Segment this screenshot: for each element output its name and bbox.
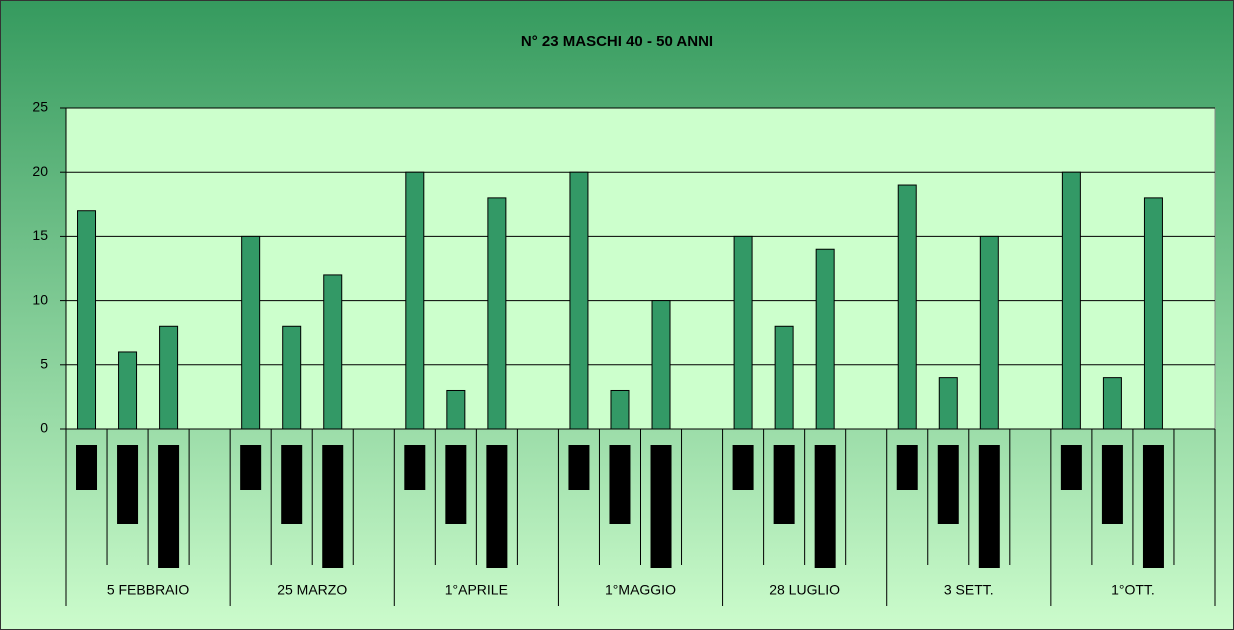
sub-category-label	[814, 445, 836, 568]
sub-category-label	[1101, 445, 1123, 524]
x-tick-label: 5 FEBBRAIO	[107, 582, 190, 598]
bar	[241, 235, 261, 430]
y-tick-label: 15	[32, 227, 48, 243]
sub-category-label	[1060, 445, 1082, 490]
sub-category-label	[117, 445, 139, 524]
y-tick-label: 5	[40, 356, 48, 372]
x-tick-label: 1°MAGGIO	[605, 582, 676, 598]
bar	[323, 274, 343, 430]
sub-category-label	[609, 445, 631, 524]
sub-category-label	[1142, 445, 1164, 568]
sub-category-label	[158, 445, 180, 568]
bar	[77, 210, 97, 430]
y-tick-label: 10	[32, 291, 48, 307]
bar	[1143, 197, 1163, 430]
sub-category-label	[322, 445, 344, 568]
bar	[446, 389, 466, 430]
sub-category-label	[978, 445, 1000, 568]
bar	[651, 300, 671, 430]
sub-category-label	[445, 445, 467, 524]
y-tick-label: 25	[32, 99, 48, 115]
x-tick-label: 25 MARZO	[277, 582, 347, 598]
sub-category-label	[773, 445, 795, 524]
bar	[1102, 377, 1122, 430]
bar	[159, 325, 179, 430]
bar	[487, 197, 507, 430]
bar	[569, 171, 589, 430]
sub-category-label	[486, 445, 508, 568]
x-tick-label: 1°OTT.	[1111, 582, 1155, 598]
sub-category-label	[76, 445, 98, 490]
bar	[610, 389, 630, 430]
bar	[815, 248, 835, 430]
bar	[897, 184, 917, 430]
x-tick-label: 28 LUGLIO	[769, 582, 840, 598]
bar	[1061, 171, 1081, 430]
x-tick-label: 3 SETT.	[944, 582, 994, 598]
chart-title: N° 23 MASCHI 40 - 50 ANNI	[521, 33, 713, 50]
y-tick-label: 0	[40, 420, 48, 436]
bar	[774, 325, 794, 430]
y-tick-label: 20	[32, 163, 48, 179]
sub-category-label	[896, 445, 918, 490]
plot-area	[65, 107, 1216, 430]
sub-category-label	[281, 445, 303, 524]
bar	[979, 235, 999, 430]
sub-category-label	[937, 445, 959, 524]
sub-category-label	[240, 445, 262, 490]
x-tick-label: 1°APRILE	[445, 582, 508, 598]
sub-category-label	[732, 445, 754, 490]
bar	[118, 351, 138, 430]
bar	[733, 235, 753, 430]
sub-category-label	[568, 445, 590, 490]
bar	[405, 171, 425, 430]
bar	[938, 377, 958, 430]
sub-category-label	[404, 445, 426, 490]
sub-category-label	[650, 445, 672, 568]
bar	[282, 325, 302, 430]
